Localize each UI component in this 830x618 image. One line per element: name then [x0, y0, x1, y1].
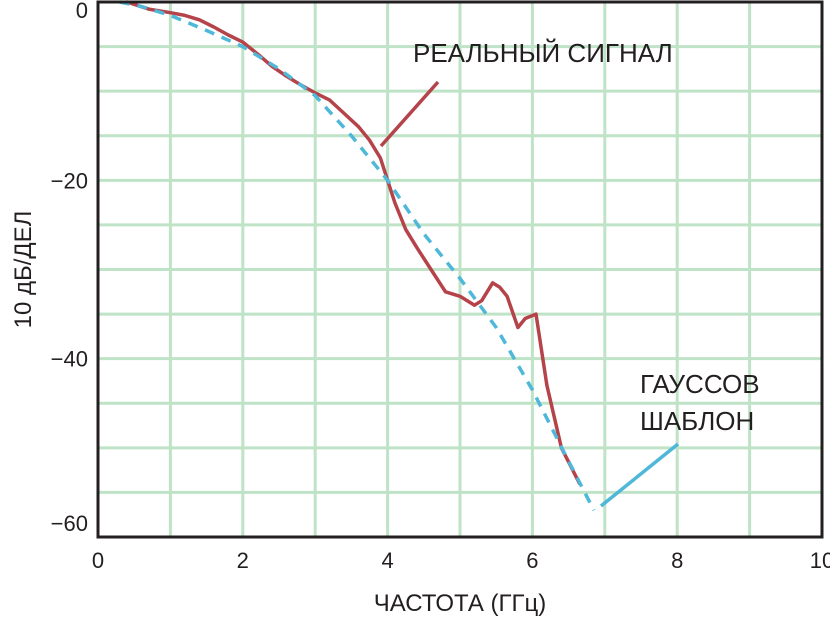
annotation-label: ШАБЛОН: [640, 406, 754, 436]
x-tick-label: 10: [810, 548, 830, 573]
x-tick-label: 2: [237, 548, 249, 573]
y-tick-labels: 0 −20 −40 −60: [51, 0, 88, 536]
y-tick-label: −40: [51, 347, 88, 372]
y-tick-label: −20: [51, 168, 88, 193]
y-tick-label: −60: [51, 511, 88, 536]
x-tick-label: 6: [526, 548, 538, 573]
annotations: РЕАЛЬНЫЙ СИГНАЛ ГАУССОВ ШАБЛОН: [413, 38, 760, 436]
y-tick-label: 0: [76, 0, 88, 23]
x-tick-label: 4: [381, 548, 393, 573]
x-tick-label: 0: [92, 548, 104, 573]
annotation-leader-line: [599, 442, 680, 508]
series-line-real-signal: [125, 0, 582, 486]
leader-lines: [379, 80, 680, 508]
plot-frame: [96, 0, 824, 539]
y-axis-label: 10 дБ/ДЕЛ: [10, 211, 37, 329]
annotation-leader-line: [379, 80, 440, 148]
x-tick-label: 8: [671, 548, 683, 573]
series-layer: [119, 0, 596, 512]
x-axis-label: ЧАСТОТА (ГГц): [374, 590, 547, 617]
grid: [98, 2, 822, 537]
annotation-label: ГАУССОВ: [640, 369, 760, 399]
x-tick-labels: 0 2 4 6 8 10: [92, 548, 830, 573]
annotation-label: РЕАЛЬНЫЙ СИГНАЛ: [413, 38, 673, 68]
series-line-gaussian-template: [119, 0, 596, 512]
